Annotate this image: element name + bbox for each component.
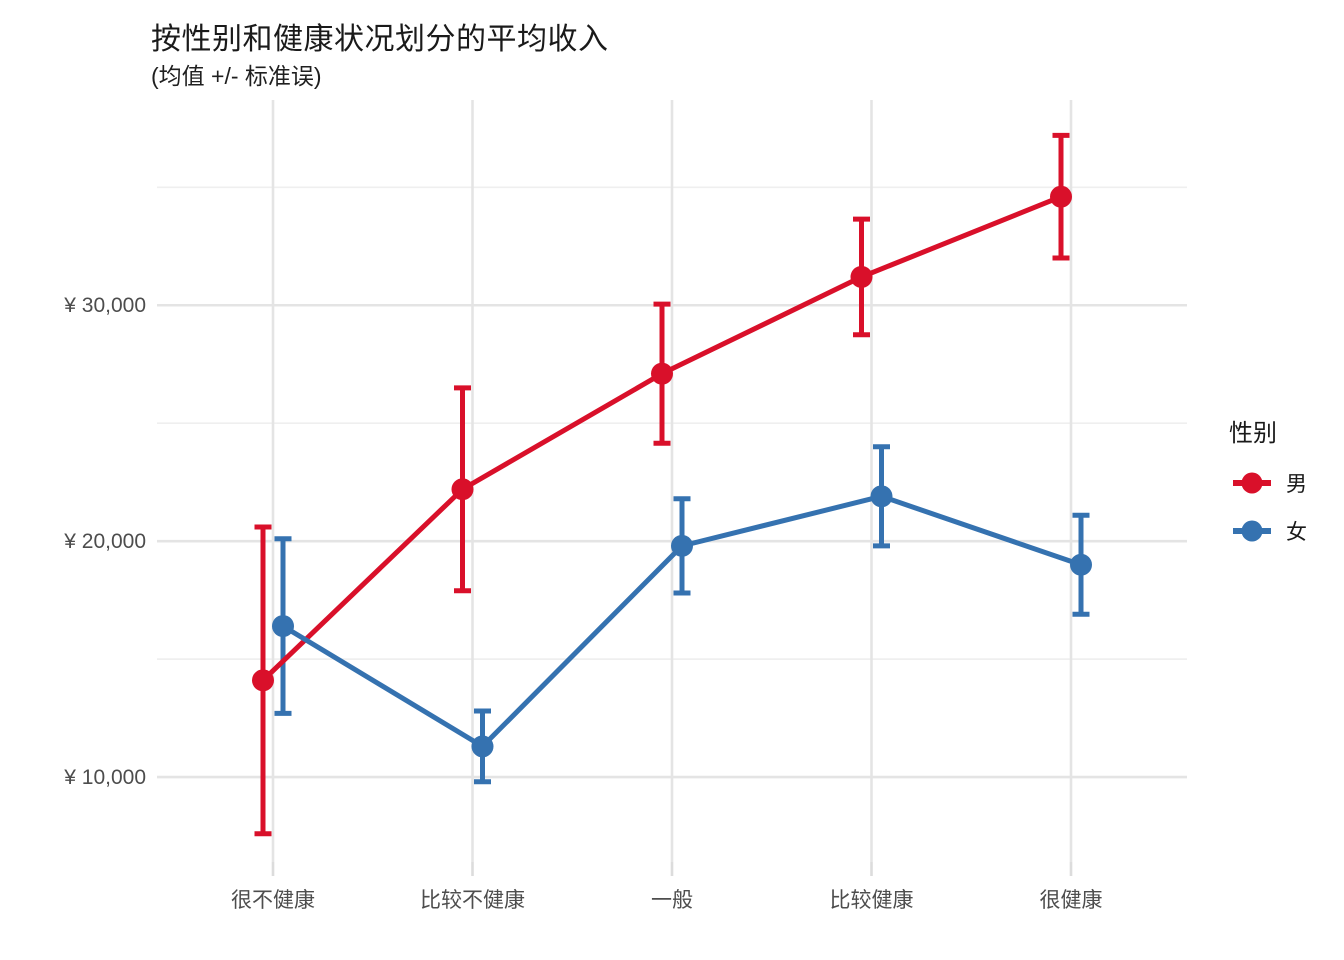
- y-tick-label: ¥ 30,000: [63, 294, 146, 317]
- legend-key-point: [1241, 472, 1263, 494]
- data-point-女: [671, 534, 693, 557]
- data-point-男: [651, 362, 673, 385]
- chart-subtitle: (均值 +/- 标准误): [151, 63, 322, 89]
- legend-item-label: 女: [1286, 521, 1307, 544]
- legend: 性别 男女: [1229, 419, 1307, 564]
- legend-item-label: 男: [1286, 473, 1307, 496]
- data-point-女: [272, 615, 294, 638]
- legend-key-icon: [1233, 472, 1271, 494]
- legend-item: 女: [1229, 516, 1307, 546]
- legend-items: 男女: [1229, 468, 1307, 546]
- data-point-男: [451, 478, 474, 501]
- y-tick-label: ¥ 10,000: [63, 766, 146, 789]
- x-tick-label: 很不健康: [231, 889, 315, 912]
- legend-item: 男: [1229, 468, 1307, 498]
- x-tick-label: 比较不健康: [420, 889, 525, 912]
- data-point-男: [252, 669, 274, 692]
- data-point-女: [471, 735, 494, 758]
- y-tick-label: ¥ 20,000: [63, 530, 146, 553]
- data-point-男: [850, 265, 873, 288]
- data-point-女: [1070, 553, 1092, 576]
- legend-key-icon: [1233, 520, 1271, 542]
- x-tick-label: 一般: [651, 889, 693, 912]
- data-point-女: [870, 485, 893, 508]
- chart-title: 按性别和健康状况划分的平均收入: [151, 23, 609, 56]
- legend-key-point: [1241, 520, 1263, 542]
- x-tick-label: 很健康: [1040, 889, 1103, 912]
- data-point-男: [1050, 185, 1072, 208]
- legend-title: 性别: [1229, 420, 1277, 447]
- x-tick-label: 比较健康: [830, 889, 914, 912]
